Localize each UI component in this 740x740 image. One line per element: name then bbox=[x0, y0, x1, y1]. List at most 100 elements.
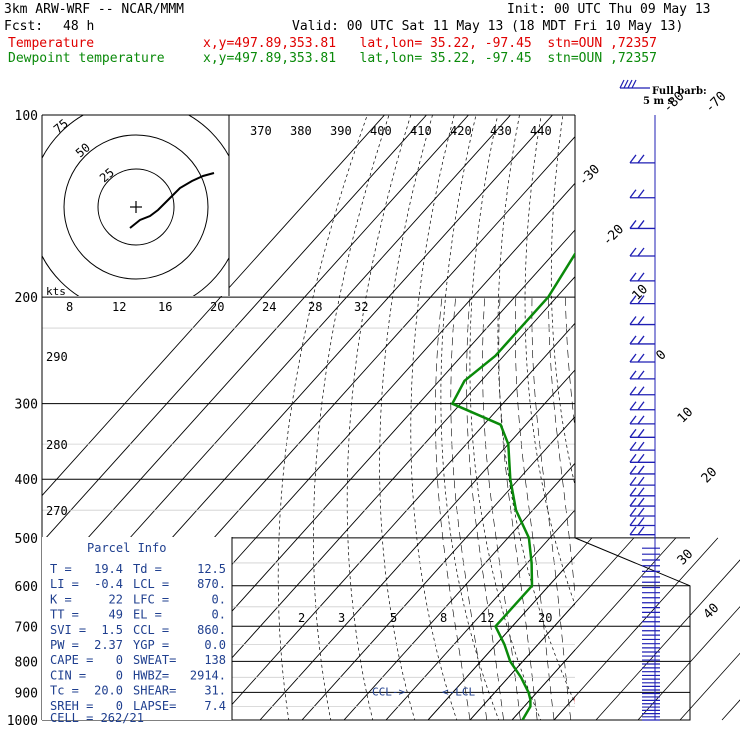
isotherm-label: 0 bbox=[653, 347, 669, 363]
parcel-label: LCL = bbox=[133, 577, 169, 591]
parcel-label: SVI = bbox=[50, 623, 86, 637]
dewpoint-legend: Dewpoint temperature bbox=[8, 51, 165, 66]
wedge-lines bbox=[427, 537, 740, 721]
dry-adiabat bbox=[379, 115, 433, 720]
wind-barb-flag bbox=[637, 401, 645, 411]
wind-key-flag bbox=[619, 79, 625, 89]
wind-barb-flag bbox=[629, 316, 637, 325]
wind-barb-flag bbox=[637, 189, 645, 199]
left-theta-label: 280 bbox=[46, 438, 68, 452]
isotherm-line bbox=[469, 602, 575, 720]
level-marker-label: <-LCL bbox=[442, 685, 475, 698]
wind-barb-flag bbox=[629, 353, 637, 363]
parcel-label: K = bbox=[50, 592, 72, 606]
mixing-ratio-label: 20 bbox=[538, 611, 552, 625]
mixing-ratio-label: 12 bbox=[480, 611, 494, 625]
parcel-info-title: Parcel Info bbox=[87, 541, 166, 555]
forecast-hour: 48 h bbox=[63, 19, 95, 34]
wind-key-flag bbox=[627, 79, 633, 89]
wind-barb-flag bbox=[629, 476, 637, 486]
level-marker-label: CCL-> bbox=[372, 685, 405, 698]
wind-barbs bbox=[629, 115, 660, 721]
mixing-ratio-label: 3 bbox=[338, 611, 345, 625]
moist-adiabat bbox=[531, 297, 572, 720]
dry-adiabat bbox=[440, 115, 500, 720]
parcel-value: 22 bbox=[109, 592, 123, 606]
temperature-legend: Temperature bbox=[8, 36, 95, 51]
wind-barb-flag bbox=[629, 189, 637, 199]
pressure-label: 1000 bbox=[7, 714, 38, 729]
dry-adiabat bbox=[715, 115, 740, 733]
pressure-label: 600 bbox=[15, 580, 38, 595]
parcel-label: Tc = bbox=[50, 684, 79, 698]
isotherm-line bbox=[722, 115, 740, 720]
parcel-value: 0. bbox=[212, 608, 226, 622]
dewpoint-profile bbox=[451, 251, 575, 720]
parcel-label: HWBZ= bbox=[133, 668, 169, 682]
mixing-ratio-label: 5 bbox=[390, 611, 397, 625]
wind-barb-flag bbox=[637, 386, 645, 396]
wind-barb-flag bbox=[637, 453, 645, 463]
theta-label: 420 bbox=[450, 124, 472, 138]
theta-label: 370 bbox=[250, 124, 272, 138]
moist-adiabat bbox=[498, 297, 538, 720]
temperature-location: x,y=497.89,353.81 lat,lon= 35.22, -97.45… bbox=[203, 36, 657, 51]
profiles bbox=[451, 251, 575, 720]
wind-barb-flag bbox=[629, 497, 637, 507]
parcel-info-panel: Parcel Info T = 19.4 Td = 12.5 LI = -0.4 LCL =… bbox=[42, 537, 233, 725]
isotherm-label: -10 bbox=[624, 282, 651, 309]
wind-barb-flag bbox=[629, 526, 637, 536]
hodograph-ring bbox=[97, 168, 175, 246]
model-title: 3km ARW-WRF -- NCAR/MMM bbox=[4, 2, 185, 17]
moist-adiabat bbox=[565, 297, 575, 432]
wind-barb-flag bbox=[637, 487, 645, 497]
wind-barb-flag bbox=[637, 517, 645, 526]
wind-barb-flag bbox=[637, 316, 645, 325]
pressure-label: 700 bbox=[15, 620, 38, 635]
wind-barb-flag bbox=[629, 465, 637, 475]
wind-barb-flag bbox=[629, 415, 637, 425]
isotherm-label: -20 bbox=[600, 222, 627, 249]
wind-barb-flag bbox=[629, 295, 637, 305]
wind-barb-flag bbox=[637, 465, 645, 475]
pressure-label: 900 bbox=[15, 686, 38, 701]
wind-key-barb bbox=[619, 79, 650, 89]
hodograph-ring bbox=[63, 134, 209, 280]
parcel-label: EL = bbox=[133, 608, 162, 622]
wind-barb-flag bbox=[629, 428, 637, 438]
wind-barb-flag bbox=[637, 272, 645, 282]
dry-adiabat bbox=[524, 115, 575, 606]
theta-label: 390 bbox=[330, 124, 352, 138]
dry-adiabat bbox=[346, 115, 412, 720]
forecast-label: Fcst: bbox=[4, 19, 44, 34]
left-theta-label: 270 bbox=[46, 504, 68, 518]
isotherm-line bbox=[259, 369, 575, 720]
hodograph-units: kts bbox=[46, 285, 66, 298]
isotherm-label: 40 bbox=[701, 601, 723, 623]
parcel-value: 138 bbox=[204, 653, 226, 667]
wind-barb-flag bbox=[637, 507, 645, 517]
parcel-label: CIN = bbox=[50, 668, 86, 682]
wind-barb-flag bbox=[637, 335, 645, 345]
wind-barb-flag bbox=[629, 401, 637, 411]
parcel-value: 0. bbox=[212, 592, 226, 606]
wind-barb-flag bbox=[629, 154, 637, 164]
isotherm-line bbox=[343, 462, 575, 720]
wind-key: Full barb: 5 m s bbox=[619, 79, 707, 107]
isotherm-line bbox=[511, 649, 575, 720]
wind-barb-flag bbox=[637, 497, 645, 507]
parcel-label: CCL = bbox=[133, 623, 169, 637]
theta-label: 380 bbox=[290, 124, 312, 138]
parcel-label: LFC = bbox=[133, 592, 169, 606]
isotherm-line bbox=[217, 322, 575, 720]
wind-barb-flag bbox=[637, 220, 645, 229]
isotherm-label: 20 bbox=[699, 465, 721, 487]
parcel-label: SWEAT= bbox=[133, 653, 176, 667]
parcel-value: 0 bbox=[116, 668, 123, 682]
pressure-label: 300 bbox=[15, 398, 38, 413]
wind-barb-flag bbox=[629, 507, 637, 517]
parcel-cell: CELL = 262/21 bbox=[50, 711, 144, 725]
wind-key-flag bbox=[631, 79, 637, 89]
dry-adiabat bbox=[313, 115, 390, 720]
wind-barb-flag bbox=[637, 476, 645, 486]
